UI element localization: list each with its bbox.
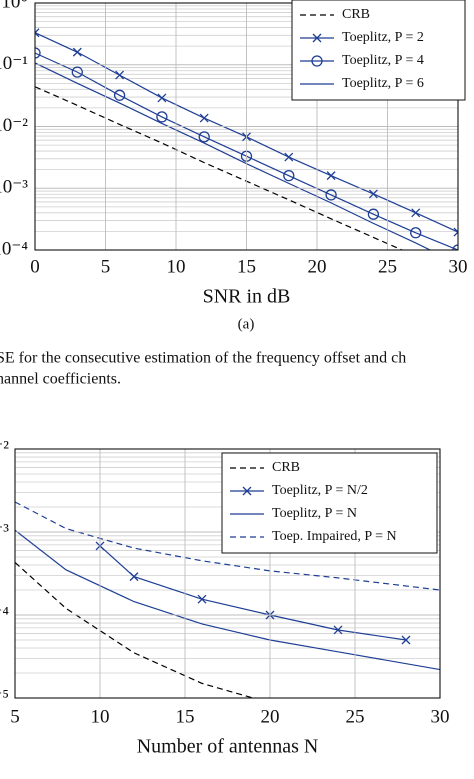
legend-box	[221, 452, 438, 554]
y-tick-label: 10⁻⁴	[0, 603, 9, 624]
marker-o	[71, 66, 83, 78]
marker-x	[284, 152, 294, 162]
marker-o	[113, 89, 126, 101]
legend-label: Toeplitz, P = 2	[342, 30, 424, 45]
marker-o	[367, 208, 380, 220]
legend-label: Toeplitz, P = N/2	[272, 483, 368, 498]
marker-x	[368, 189, 378, 199]
marker-o	[35, 47, 41, 59]
x-axis-label: Number of antennas N	[137, 736, 319, 758]
marker-x	[115, 70, 125, 80]
legend-label: Toeplitz, P = 4	[342, 53, 424, 68]
x-tick-label: 30	[431, 706, 450, 727]
y-tick-label: 10⁻¹	[0, 53, 28, 74]
legend-label: Toeplitz, P = 6	[342, 76, 424, 91]
x-tick-label: 10	[167, 256, 186, 277]
marker-x	[453, 227, 458, 237]
caption-line: SE for the consecutive estimation of the…	[0, 350, 406, 367]
marker-o	[311, 55, 323, 67]
marker-x	[157, 93, 167, 103]
x-tick-label: 5	[101, 256, 111, 277]
x-tick-label: 0	[30, 256, 40, 277]
series-line	[15, 561, 254, 698]
series-line	[99, 545, 407, 641]
x-tick-label: 30	[449, 256, 468, 277]
y-tick-label: 10⁻²	[0, 115, 28, 136]
series-line	[15, 501, 440, 591]
marker-o	[410, 227, 422, 239]
marker-x	[333, 625, 343, 635]
marker-x	[72, 47, 82, 57]
x-tick-label: 5	[10, 706, 20, 727]
plot-frame	[34, 2, 459, 251]
marker-x	[326, 171, 336, 181]
marker-x	[312, 33, 322, 43]
marker-x	[199, 113, 209, 123]
marker-o	[198, 131, 210, 143]
legend-box	[291, 0, 466, 101]
y-tick-label: 10⁻³	[0, 177, 28, 198]
y-tick-label: 10⁻³	[0, 520, 9, 541]
marker-x	[242, 486, 252, 496]
legend-label: Toep. Impaired, P = N	[272, 529, 397, 544]
marker-x	[197, 594, 207, 604]
legend-label: CRB	[342, 7, 370, 22]
legend-label: Toeplitz, P = N	[272, 506, 357, 521]
x-tick-label: 25	[346, 706, 365, 727]
subcaption: (a)	[238, 316, 255, 332]
x-tick-label: 20	[261, 706, 280, 727]
legend-label: CRB	[272, 460, 300, 475]
marker-o	[283, 169, 295, 182]
marker-o	[325, 189, 337, 201]
x-tick-label: 10	[91, 706, 110, 727]
caption-line: hannel coefficients.	[0, 371, 121, 388]
y-tick-label: 10⁰	[1, 0, 28, 12]
x-tick-label: 20	[308, 256, 327, 277]
marker-x	[411, 208, 421, 218]
series-line	[15, 529, 440, 671]
x-tick-label: 15	[237, 256, 256, 277]
plot-frame	[14, 448, 441, 699]
x-tick-label: 25	[378, 256, 397, 277]
y-tick-label: 10⁻²	[0, 437, 9, 458]
marker-x	[401, 635, 411, 645]
y-tick-label: 10⁻⁴	[0, 238, 28, 259]
y-tick-label: 10⁻⁵	[0, 686, 9, 707]
x-tick-label: 15	[176, 706, 195, 727]
x-axis-label: SNR in dB	[203, 286, 291, 308]
marker-x	[129, 572, 139, 582]
marker-o	[156, 111, 168, 123]
marker-x	[35, 28, 40, 38]
